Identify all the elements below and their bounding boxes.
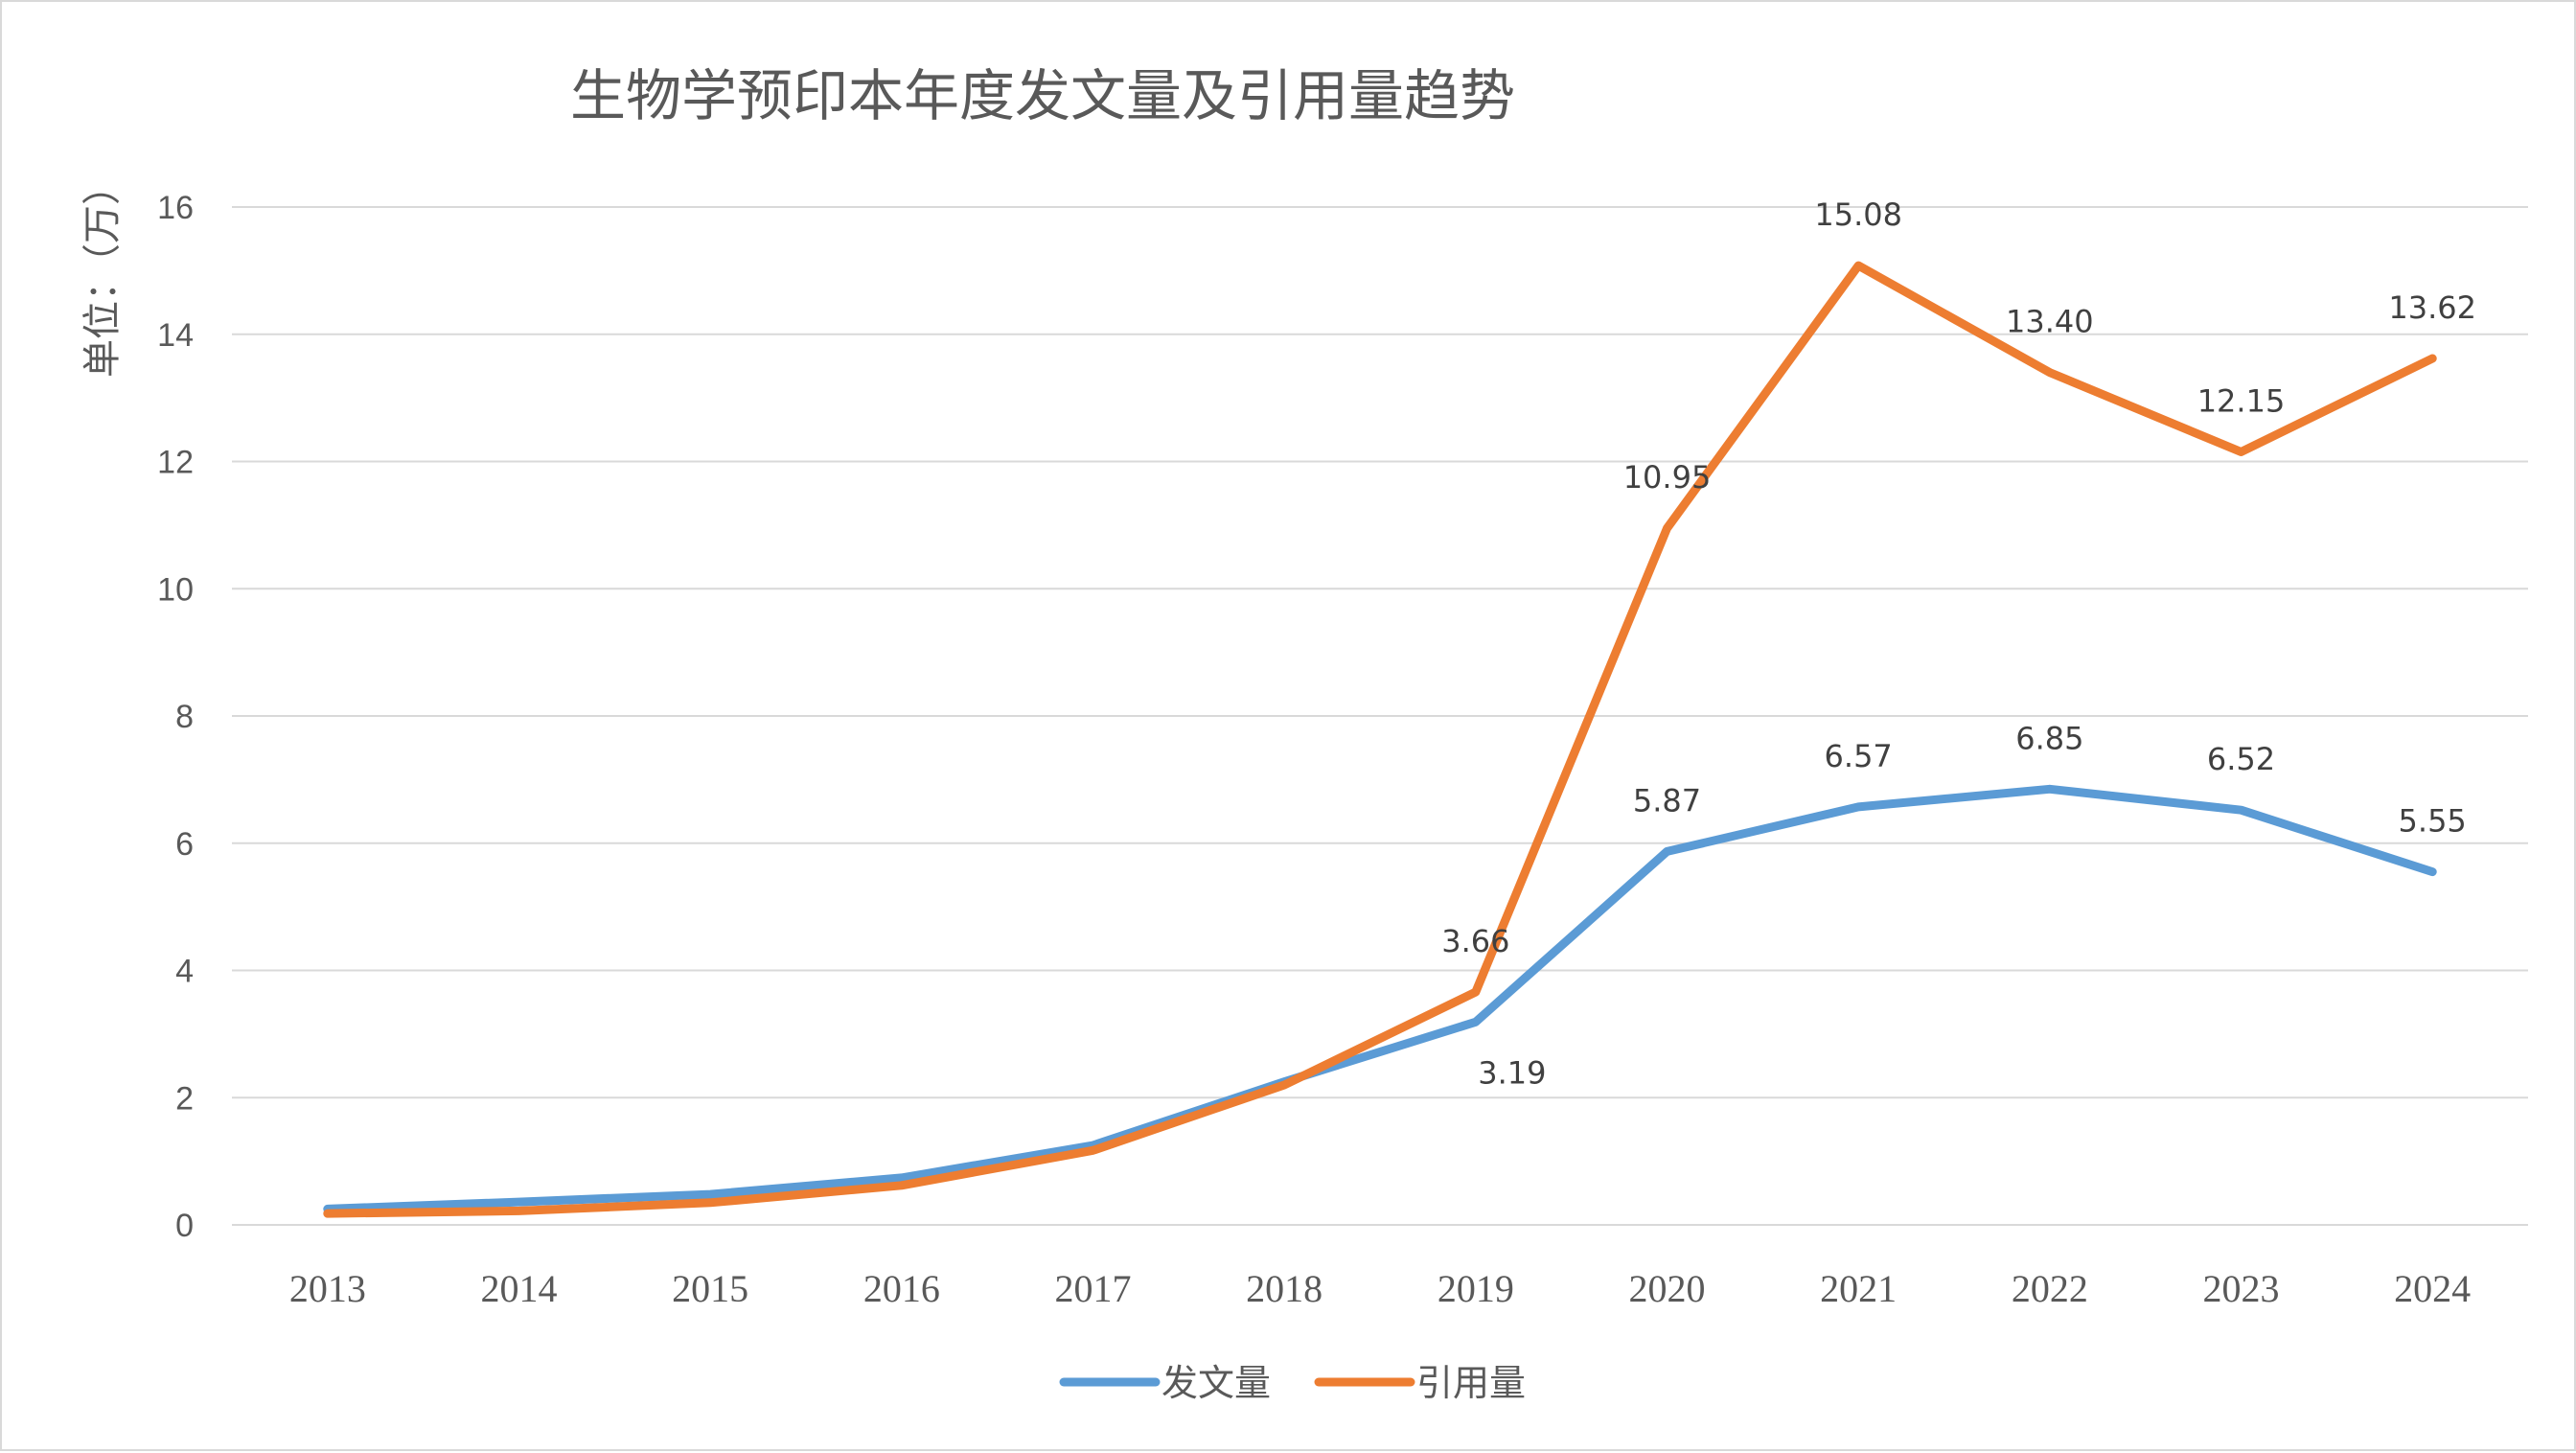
x-tick-label: 2013 [289,1267,366,1310]
x-tick-label: 2021 [1820,1267,1897,1310]
y-tick-label: 10 [157,571,194,608]
data-label: 3.66 [1441,923,1509,959]
y-axis-label: 单位：（万） [80,167,125,378]
legend-label-2: 引用量 [1416,1362,1526,1404]
series-line-2 [323,261,2437,1218]
data-label: 3.19 [1478,1054,1546,1091]
y-tick-label: 12 [157,445,194,481]
x-tick-label: 2016 [863,1267,940,1310]
data-labels: 3.19 5.87 6.57 6.85 6.52 5.55 3.66 10.95 15.08 13… [1441,196,2476,1091]
y-tick-label: 14 [157,317,194,354]
gridlines [232,206,2528,1226]
y-axis-ticks: 0 2 4 6 8 10 12 14 16 [157,190,194,1244]
y-tick-label: 4 [175,954,194,990]
x-tick-label: 2023 [2203,1267,2280,1310]
y-tick-label: 0 [175,1208,194,1244]
data-label: 6.85 [2015,720,2083,756]
x-tick-label: 2020 [1629,1267,1706,1310]
x-tick-label: 2018 [1246,1267,1322,1310]
x-tick-label: 2024 [2394,1267,2471,1310]
data-label: 5.87 [1633,782,1701,819]
data-label: 12.15 [2197,383,2286,420]
legend-label-1: 发文量 [1162,1362,1271,1404]
y-tick-label: 6 [175,826,194,863]
series-line-1 [323,784,2437,1213]
x-tick-label: 2022 [2012,1267,2088,1310]
x-tick-label: 2014 [481,1267,558,1310]
y-tick-label: 16 [157,190,194,226]
x-tick-label: 2015 [672,1267,748,1310]
chart-title: 生物学预印本年度发文量及引用量趋势 [570,63,1515,128]
data-label: 6.52 [2207,741,2275,777]
data-label: 13.40 [2006,304,2094,340]
x-tick-label: 2017 [1055,1267,1132,1310]
data-label: 15.08 [1814,196,1902,233]
x-tick-label: 2019 [1438,1267,1514,1310]
data-label: 5.55 [2399,803,2467,840]
y-tick-label: 2 [175,1080,194,1117]
data-label: 6.57 [1825,738,1893,774]
legend: 发文量 引用量 [1059,1362,1526,1404]
series-lines [323,261,2437,1218]
data-label: 10.95 [1623,459,1712,496]
data-label: 13.62 [2388,289,2476,326]
x-axis-ticks: 2013 2014 2015 2016 2017 2018 2019 2020 2021 2022… [289,1267,2471,1310]
y-tick-label: 8 [175,699,194,735]
